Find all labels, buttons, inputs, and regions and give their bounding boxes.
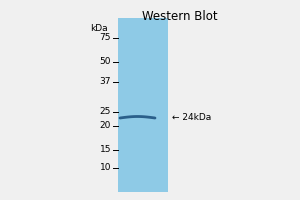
Text: Western Blot: Western Blot xyxy=(142,10,218,23)
Text: ← 24kDa: ← 24kDa xyxy=(172,114,211,122)
Bar xyxy=(118,18,168,192)
Text: 37: 37 xyxy=(100,77,111,86)
Text: 50: 50 xyxy=(100,58,111,66)
Text: 20: 20 xyxy=(100,121,111,130)
Text: 10: 10 xyxy=(100,164,111,172)
Text: 15: 15 xyxy=(100,146,111,154)
Text: kDa: kDa xyxy=(90,24,108,33)
Text: 75: 75 xyxy=(100,33,111,43)
Text: 25: 25 xyxy=(100,108,111,116)
